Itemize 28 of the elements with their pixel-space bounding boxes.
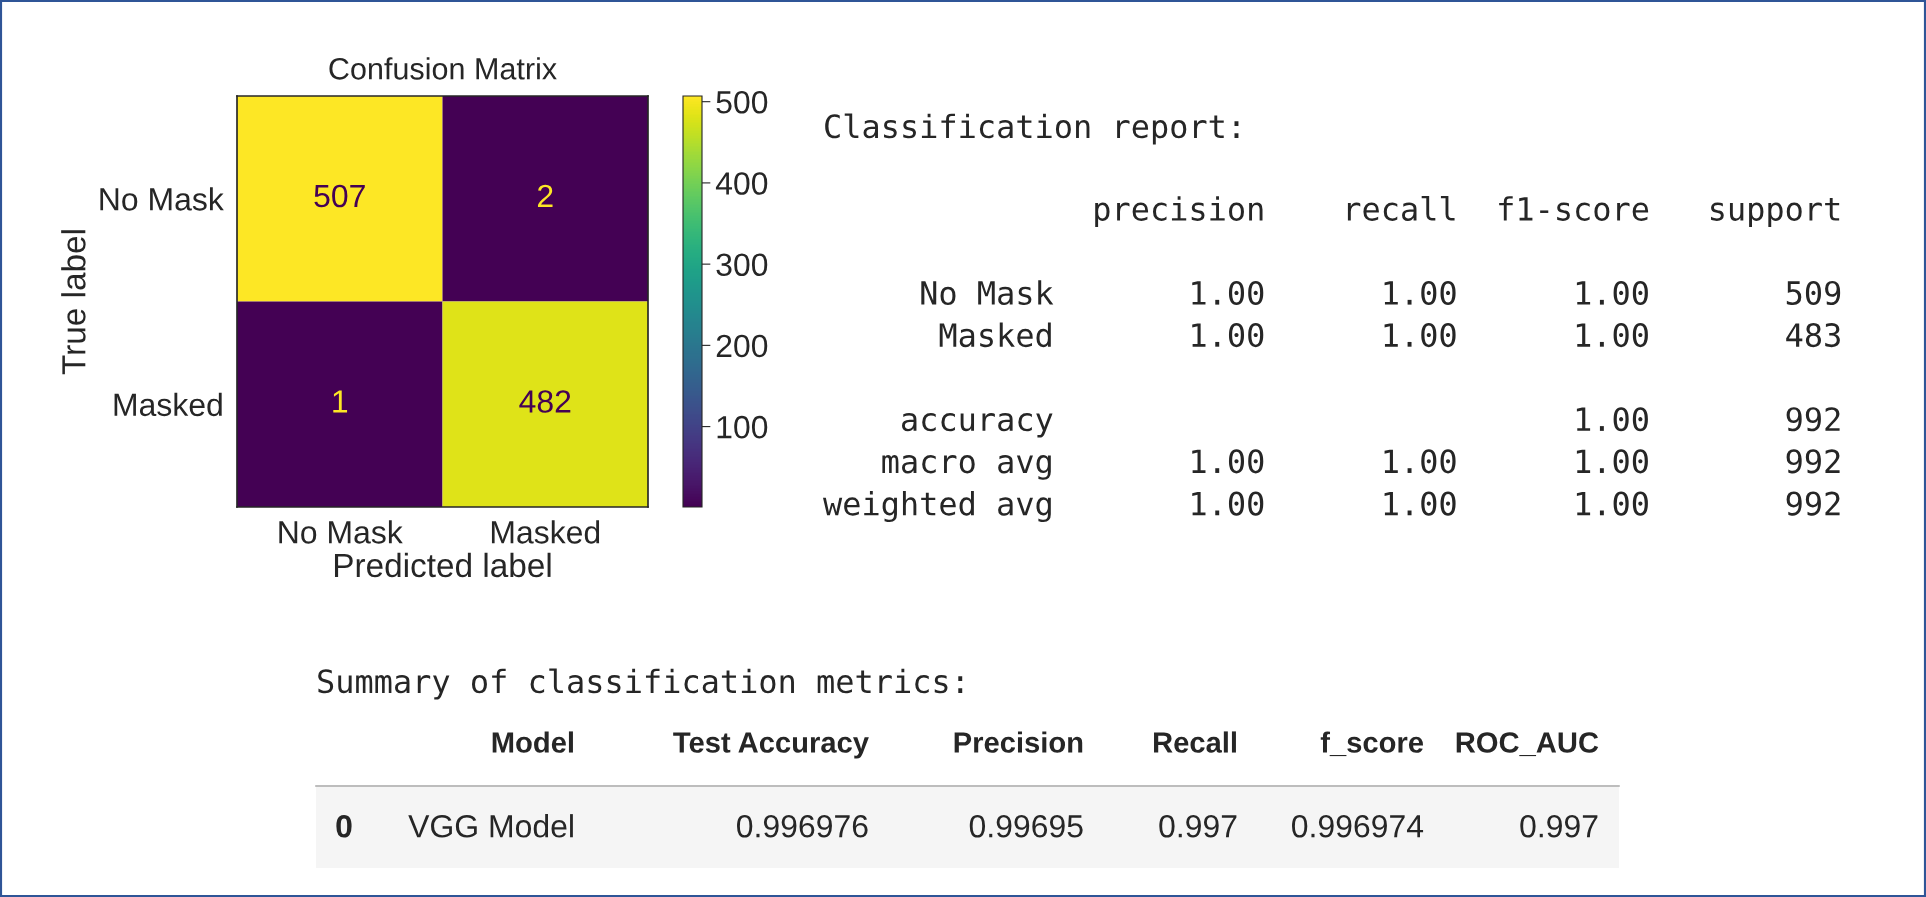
data-label: 1: [333, 390, 348, 413]
data-label: 507: [314, 184, 365, 208]
color-bar-label: 400: [715, 172, 768, 195]
color-bar-label: 200: [716, 334, 768, 358]
text: Classification report:: [825, 113, 1239, 145]
category-label: ROC_AUC: [1456, 732, 1599, 757]
chart-title: Confusion Matrix: [329, 57, 557, 80]
category-label: Test Accuracy: [673, 732, 869, 759]
text: VGG Model: [408, 814, 573, 838]
text: 0.996974: [1292, 814, 1424, 838]
x-axis-title: Predicted label: [334, 552, 551, 578]
y-axis-title: True label: [61, 230, 86, 375]
color-bar-label: 300: [716, 253, 768, 277]
data-label: 2: [537, 184, 553, 208]
text: precision recall f1-score support No Mask 1.00 1.00 1.00 509 Masked 1.00 1.00 1.00 483 accuracy 1.00 992 macro avg 1.00 1.00 1.00 992 weighted avg 1.00 1.00 1.00 992: [823, 196, 1841, 523]
category-label: Precision: [954, 731, 1083, 753]
category-label: Recall: [1154, 731, 1236, 753]
text: 0.997: [1520, 814, 1598, 838]
data-label: 482: [519, 390, 571, 413]
category-label: f_score: [1320, 731, 1424, 757]
text: 0.997: [1159, 814, 1237, 838]
color-bar-label: 500: [716, 90, 768, 114]
category-label: Model: [492, 731, 573, 753]
text: Summary of classification metrics:: [318, 668, 963, 700]
color-bar-label: 100: [717, 415, 768, 439]
category-label: 0: [336, 814, 352, 838]
text: 0.996976: [737, 814, 868, 838]
text: 0.99695: [969, 814, 1083, 838]
